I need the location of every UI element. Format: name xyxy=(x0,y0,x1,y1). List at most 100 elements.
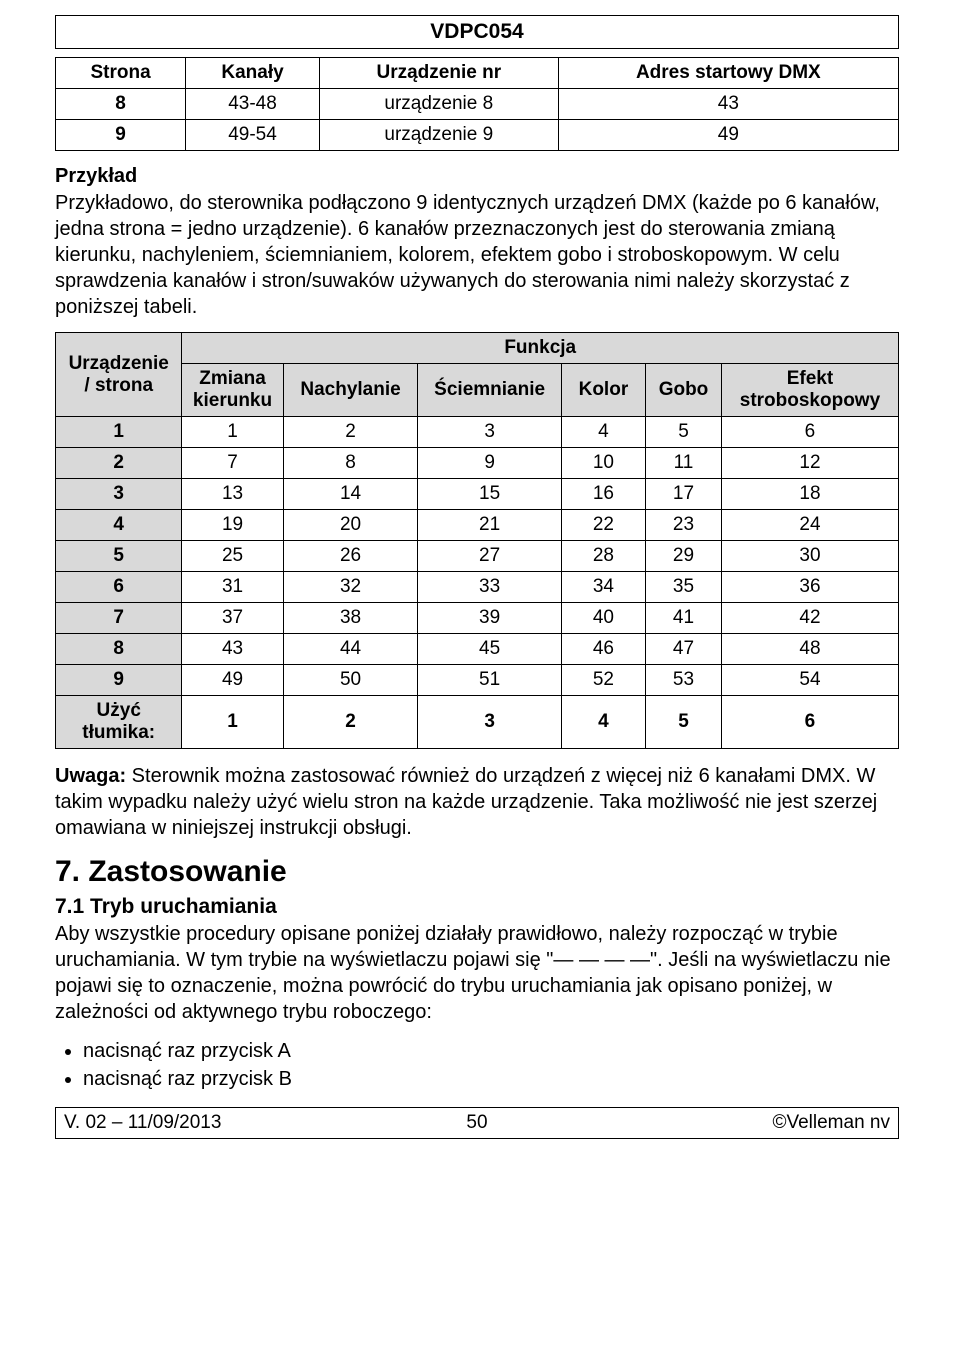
t2-cell-3-4: 23 xyxy=(646,510,722,541)
t2-cell-9-3: 4 xyxy=(561,696,645,749)
table-row: 5252627282930 xyxy=(56,541,899,572)
t2-cell-3-3: 22 xyxy=(561,510,645,541)
t1-r1c0: 9 xyxy=(56,120,186,151)
t2-cell-1-4: 11 xyxy=(646,448,722,479)
table-row: 3131415161718 xyxy=(56,479,899,510)
t2-cell-0-0: 1 xyxy=(182,417,283,448)
t2-sh2: Ściemnianie xyxy=(418,364,561,417)
table-row: 4192021222324 xyxy=(56,510,899,541)
t2-cell-1-5: 12 xyxy=(721,448,898,479)
przyklad-paragraph: Przykładowo, do sterownika podłączono 9 … xyxy=(55,190,899,320)
t2-sh3: Kolor xyxy=(561,364,645,417)
t2-cell-9-4: 5 xyxy=(646,696,722,749)
t2-cell-5-2: 33 xyxy=(418,572,561,603)
t1-r1c2: urządzenie 9 xyxy=(319,120,558,151)
t2-rowlabel-3: 4 xyxy=(56,510,182,541)
t2-cell-0-3: 4 xyxy=(561,417,645,448)
uwaga-label: Uwaga: xyxy=(55,765,126,787)
footer-left: V. 02 – 11/09/2013 xyxy=(64,1112,339,1134)
t2-cell-3-2: 21 xyxy=(418,510,561,541)
t2-cell-4-5: 30 xyxy=(721,541,898,572)
t1-r0c0: 8 xyxy=(56,89,186,120)
section-7-1-paragraph: Aby wszystkie procedury opisane poniżej … xyxy=(55,921,899,1025)
uwaga-text: Sterownik można zastosować również do ur… xyxy=(55,765,877,839)
t2-cell-6-3: 40 xyxy=(561,603,645,634)
t2-sh4: Gobo xyxy=(646,364,722,417)
t2-sh1: Nachylanie xyxy=(283,364,418,417)
table-row: 9 49-54 urządzenie 9 49 xyxy=(56,120,899,151)
section-7-title: 7. Zastosowanie xyxy=(55,855,899,889)
t1-r1c1: 49-54 xyxy=(186,120,320,151)
przyklad-heading: Przykład xyxy=(55,165,899,188)
table-row: 7373839404142 xyxy=(56,603,899,634)
t2-cell-6-0: 37 xyxy=(182,603,283,634)
table-row: 8 43-48 urządzenie 8 43 xyxy=(56,89,899,120)
t2-cell-3-5: 24 xyxy=(721,510,898,541)
t1-r0c2: urządzenie 8 xyxy=(319,89,558,120)
t2-cell-5-4: 35 xyxy=(646,572,722,603)
t2-cell-5-1: 32 xyxy=(283,572,418,603)
t2-cell-2-2: 15 xyxy=(418,479,561,510)
t1-r1c3: 49 xyxy=(558,120,898,151)
t2-cell-7-5: 48 xyxy=(721,634,898,665)
t2-cell-0-2: 3 xyxy=(418,417,561,448)
t1-h1: Kanały xyxy=(186,58,320,89)
t2-cell-1-2: 9 xyxy=(418,448,561,479)
t1-r0c1: 43-48 xyxy=(186,89,320,120)
t2-cell-9-5: 6 xyxy=(721,696,898,749)
t2-cell-5-3: 34 xyxy=(561,572,645,603)
t2-cell-1-3: 10 xyxy=(561,448,645,479)
t2-cell-4-2: 27 xyxy=(418,541,561,572)
table-row: 6313233343536 xyxy=(56,572,899,603)
t2-cell-7-2: 45 xyxy=(418,634,561,665)
t2-cell-2-0: 13 xyxy=(182,479,283,510)
t2-cell-5-0: 31 xyxy=(182,572,283,603)
table-row: 2789101112 xyxy=(56,448,899,479)
t2-cell-8-1: 50 xyxy=(283,665,418,696)
t2-rowlabel-1: 2 xyxy=(56,448,182,479)
header-box: VDPC054 xyxy=(55,15,899,49)
t2-cell-3-0: 19 xyxy=(182,510,283,541)
t1-h2: Urządzenie nr xyxy=(319,58,558,89)
t2-cell-4-0: 25 xyxy=(182,541,283,572)
t2-cell-3-1: 20 xyxy=(283,510,418,541)
table-row: 1123456 xyxy=(56,417,899,448)
t2-corner: Urządzenie / strona xyxy=(56,333,182,417)
t2-rowlabel-9: Użyć tłumika: xyxy=(56,696,182,749)
t2-funkcja: Funkcja xyxy=(182,333,899,364)
t2-sh0: Zmiana kierunku xyxy=(182,364,283,417)
t1-h0: Strona xyxy=(56,58,186,89)
t2-cell-8-0: 49 xyxy=(182,665,283,696)
t2-cell-6-2: 39 xyxy=(418,603,561,634)
t2-cell-0-5: 6 xyxy=(721,417,898,448)
t2-rowlabel-7: 8 xyxy=(56,634,182,665)
table-row: 8434445464748 xyxy=(56,634,899,665)
t2-rowlabel-0: 1 xyxy=(56,417,182,448)
page-footer: V. 02 – 11/09/2013 50 ©Velleman nv xyxy=(55,1107,899,1139)
t2-cell-1-1: 8 xyxy=(283,448,418,479)
t2-cell-6-1: 38 xyxy=(283,603,418,634)
t2-cell-2-1: 14 xyxy=(283,479,418,510)
t2-cell-4-3: 28 xyxy=(561,541,645,572)
footer-center: 50 xyxy=(339,1112,614,1134)
t2-cell-9-0: 1 xyxy=(182,696,283,749)
t2-cell-8-2: 51 xyxy=(418,665,561,696)
t2-cell-8-5: 54 xyxy=(721,665,898,696)
address-table: Strona Kanały Urządzenie nr Adres starto… xyxy=(55,57,899,151)
list-item: nacisnąć raz przycisk A xyxy=(83,1037,899,1065)
t2-cell-2-5: 18 xyxy=(721,479,898,510)
t2-cell-1-0: 7 xyxy=(182,448,283,479)
t2-cell-8-4: 53 xyxy=(646,665,722,696)
t2-cell-7-1: 44 xyxy=(283,634,418,665)
t2-cell-9-1: 2 xyxy=(283,696,418,749)
function-table: Urządzenie / strona Funkcja Zmiana kieru… xyxy=(55,332,899,749)
t2-cell-7-0: 43 xyxy=(182,634,283,665)
table-row: 9495051525354 xyxy=(56,665,899,696)
t2-rowlabel-4: 5 xyxy=(56,541,182,572)
t1-h3: Adres startowy DMX xyxy=(558,58,898,89)
footer-right: ©Velleman nv xyxy=(615,1112,890,1134)
bullet-list: nacisnąć raz przycisk A nacisnąć raz prz… xyxy=(55,1037,899,1093)
t2-rowlabel-8: 9 xyxy=(56,665,182,696)
t2-cell-4-4: 29 xyxy=(646,541,722,572)
list-item: nacisnąć raz przycisk B xyxy=(83,1065,899,1093)
